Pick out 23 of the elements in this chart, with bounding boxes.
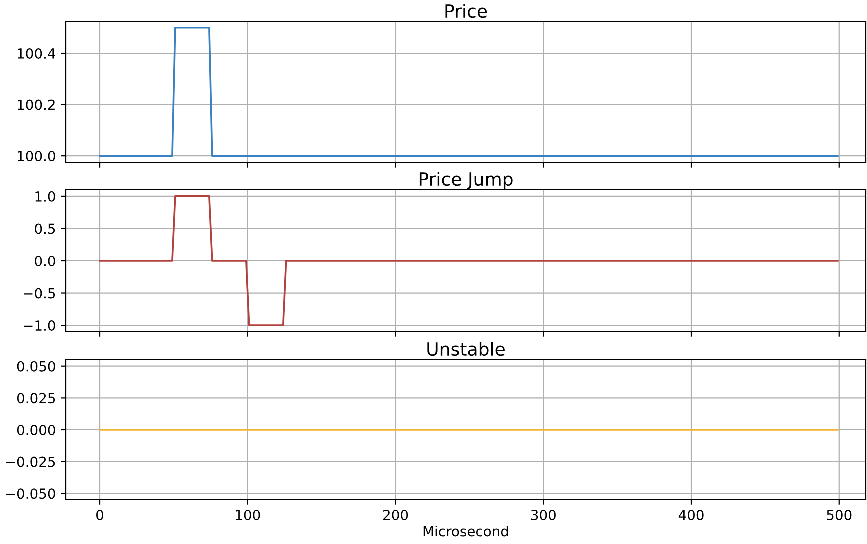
y-tick-label: 0.000 bbox=[17, 424, 56, 436]
y-tick-label: −0.050 bbox=[6, 488, 56, 500]
y-tick-label: 100.0 bbox=[18, 151, 56, 162]
y-tick-label: 100.4 bbox=[18, 48, 56, 60]
x-tick-label: 500 bbox=[827, 510, 852, 520]
y-tick-label: 1.0 bbox=[36, 191, 56, 202]
y-tick-label: 0.5 bbox=[35, 224, 56, 234]
y-tick-label: −0.025 bbox=[6, 456, 56, 468]
chart-title: Price Jump bbox=[420, 172, 513, 190]
chart-title: Price bbox=[446, 4, 488, 18]
y-tick-label: 0.0 bbox=[35, 256, 56, 266]
x-tick-label: 0 bbox=[96, 510, 104, 520]
y-tick-label: −1.0 bbox=[24, 320, 56, 332]
chart-title: Unstable bbox=[428, 342, 505, 356]
x-tick-label: 300 bbox=[531, 510, 556, 520]
y-tick-label: 0.025 bbox=[17, 393, 56, 404]
x-tick-label: 100 bbox=[236, 510, 260, 520]
y-tick-label: 100.2 bbox=[18, 100, 55, 110]
x-axis-title: Microsecond bbox=[424, 526, 508, 537]
x-tick-label: 200 bbox=[384, 510, 408, 520]
x-tick-label: 400 bbox=[678, 510, 704, 520]
y-tick-label: −0.5 bbox=[24, 288, 56, 299]
y-tick-label: 0.050 bbox=[17, 361, 56, 372]
